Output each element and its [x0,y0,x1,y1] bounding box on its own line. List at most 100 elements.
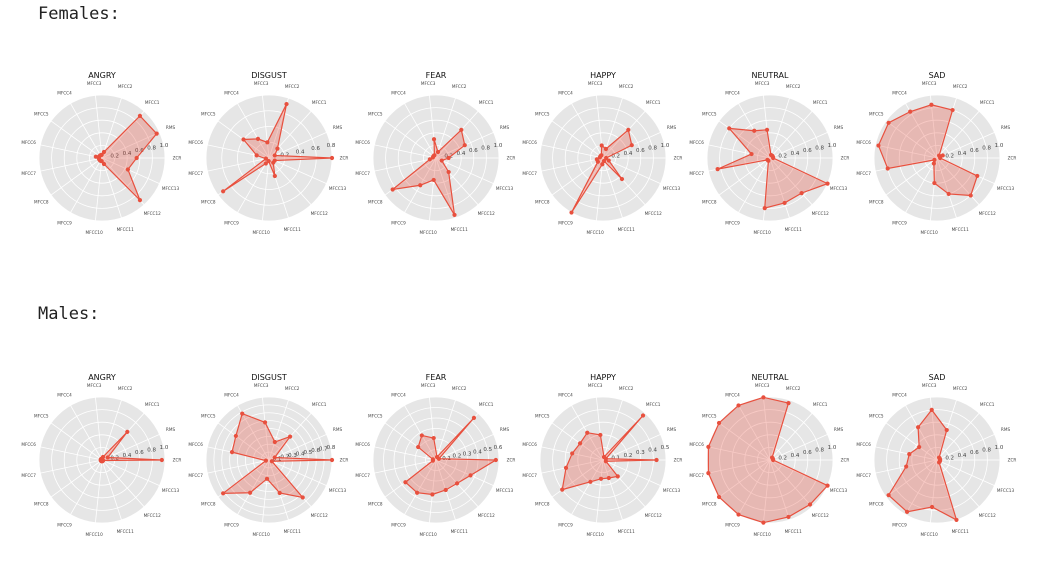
radar-point-mfcc8 [595,159,601,164]
radar-spoke [70,157,103,213]
radar-series-area [404,417,498,496]
axis-label-mfcc13: MFCC13 [663,488,681,493]
radar-point-mfcc11 [277,490,282,496]
radar-point-mfcc9 [415,490,420,495]
radar-point-mfcc4 [240,411,245,416]
axis-label-mfcc3: MFCC3 [421,81,436,86]
radar-spoke [718,157,771,196]
radar-spoke [551,422,604,461]
radar-point-mfcc10 [600,162,605,167]
radar-point-mfcc7 [715,167,720,172]
radar-spoke [374,144,437,159]
radar-point-mfcc8 [221,189,226,194]
axis-label-mfcc6: MFCC6 [188,140,203,145]
axis-label-mfcc7: MFCC7 [188,473,203,478]
axis-label-mfcc4: MFCC4 [391,393,406,398]
axis-label-mfcc12: MFCC12 [812,513,830,518]
radar-spoke [936,157,957,219]
radar-point-zcr [329,155,335,161]
axis-label-mfcc10: MFCC10 [587,532,605,537]
radar-spoke [268,157,312,206]
radar-spoke [769,434,828,461]
radar-spoke [101,132,160,159]
axis-label-mfcc10: MFCC10 [754,532,772,537]
radar-chart-males-sad: 0.2 0.4 0.6 0.8 1.0 MFCC1 MFCC2 MFCC3 MFCC4 MFCC5… [856,373,1016,537]
radar-spoke [769,459,790,521]
radar-spoke [571,459,604,515]
radar-spoke [95,157,103,221]
radar-series-area [707,396,829,524]
axis-label-mfcc2: MFCC2 [118,386,133,391]
axis-label-rms: RMS [1001,427,1011,432]
radar-point-mfcc7 [427,157,432,162]
radar-spoke [885,459,938,498]
axis-label-mfcc7: MFCC7 [522,171,537,176]
axis-label-mfcc7: MFCC7 [188,171,203,176]
axis-label-mfcc9: MFCC9 [558,522,573,527]
axis-label-mfcc1: MFCC1 [646,402,661,407]
radar-point-mfcc7 [263,156,269,161]
radar-spoke [541,144,604,159]
radar-spoke [885,157,938,196]
radial-tick-label: 0.4 [624,151,633,157]
radar-point-mfcc3 [929,102,934,107]
axis-label-mfcc12: MFCC12 [311,211,329,216]
radial-tick-label: 1.0 [494,143,503,149]
axis-label-mfcc2: MFCC2 [619,84,634,89]
radar-spoke [551,157,604,196]
chart-title: ANGRY [88,373,116,382]
radar-spoke [930,397,938,461]
axis-label-mfcc4: MFCC4 [892,393,907,398]
axis-label-mfcc1: MFCC1 [479,100,494,105]
radar-spoke [70,103,103,159]
axis-label-mfcc12: MFCC12 [645,211,663,216]
radar-point-mfcc3 [265,140,270,145]
axis-label-mfcc11: MFCC11 [952,227,970,232]
radar-spoke [708,446,771,461]
radar-chart-males-angry: 0.2 0.4 0.6 0.8 1.0 MFCC1 MFCC2 MFCC3 MFCC4 MFCC5… [21,373,181,537]
axis-label-rms: RMS [1001,125,1011,130]
radar-point-mfcc8 [390,187,395,192]
radar-point-mfcc7 [706,470,711,476]
radial-tick-label: 1.0 [828,445,837,451]
radar-spoke [596,397,604,461]
axis-label-mfcc7: MFCC7 [21,171,36,176]
axis-label-mfcc5: MFCC5 [869,111,884,116]
radar-spoke [374,459,437,474]
radar-spoke [936,132,995,159]
radial-tick-label: 0.8 [147,448,156,454]
radial-tick-label: 0.2 [945,455,954,461]
radar-point-mfcc1 [125,429,130,435]
radar-point-mfcc3 [431,137,437,142]
chart-title: SAD [929,373,946,382]
radar-point-mfcc12 [137,198,143,203]
radar-spoke [262,95,270,159]
radar-point-zcr [938,155,943,161]
axis-label-mfcc3: MFCC3 [588,383,603,388]
radar-point-mfcc12 [300,495,305,500]
axis-label-mfcc4: MFCC4 [725,393,740,398]
radial-tick-label: 0.6 [311,146,320,152]
axis-label-mfcc3: MFCC3 [922,81,937,86]
axis-label-mfcc6: MFCC6 [188,442,203,447]
radar-point-mfcc4 [585,430,590,435]
radial-tick-label: 0.8 [481,146,490,152]
axis-label-zcr: ZCR [674,156,683,161]
radar-spoke [930,157,938,221]
radial-tick-label: 0.5 [304,450,313,456]
radar-point-mfcc10 [762,206,767,211]
males-section-label: Males: [38,304,100,324]
axis-label-mfcc4: MFCC4 [391,91,406,96]
radar-spoke [262,397,270,461]
radial-tick-label: 1.0 [828,143,837,149]
radar-spoke [207,157,270,172]
radar-spoke [435,459,494,486]
axis-label-mfcc1: MFCC1 [145,402,160,407]
radar-spoke [875,144,938,159]
radar-point-mfcc8 [560,487,565,492]
radar-point-rms [462,143,467,148]
axis-label-mfcc2: MFCC2 [953,386,968,391]
axis-label-mfcc12: MFCC12 [478,211,496,216]
radar-spoke [237,157,270,213]
radial-tick-label: 0.8 [982,448,991,454]
